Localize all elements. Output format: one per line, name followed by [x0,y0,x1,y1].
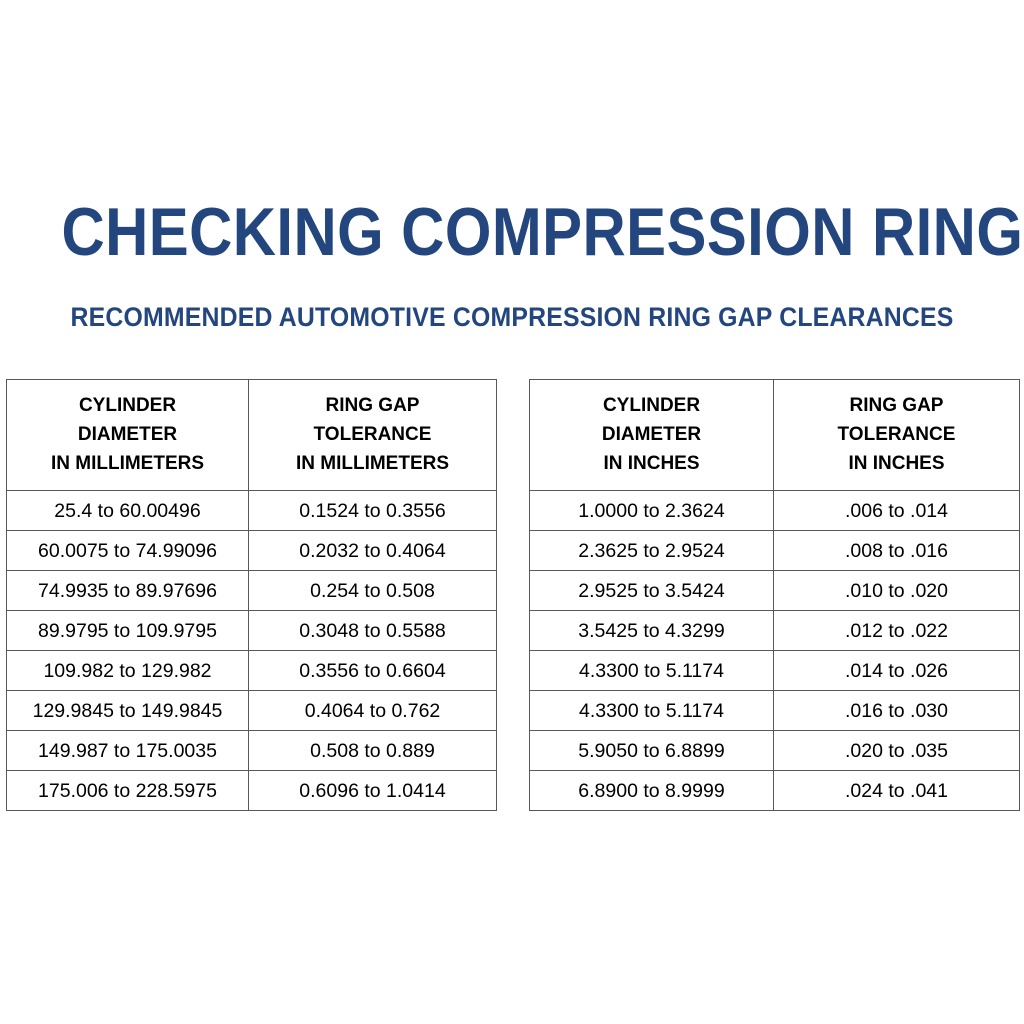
header-line-1: RING GAP [325,394,420,416]
page-title: CHECKING COMPRESSION RING GAPS [61,194,1024,270]
metric-table-head: CYLINDER DIAMETER IN MILLIMETERS RING GA… [6,379,497,491]
table-header-row: CYLINDER DIAMETER IN INCHES RING GAP TOL… [529,379,1020,491]
table-row: 74.9935 to 89.97696 0.254 to 0.508 [6,570,497,611]
cell-tolerance: 0.4064 to 0.762 [248,690,497,731]
cell-diameter: 3.5425 to 4.3299 [529,610,774,651]
header-line-2: DIAMETER [77,423,178,445]
table-row: 149.987 to 175.0035 0.508 to 0.889 [6,730,497,771]
metric-diameter-header: CYLINDER DIAMETER IN MILLIMETERS [6,379,249,491]
imperial-tolerance-header: RING GAP TOLERANCE IN INCHES [773,379,1020,491]
table-row: 2.9525 to 3.5424 .010 to .020 [529,570,1020,611]
cell-tolerance: .008 to .016 [773,530,1020,571]
cell-tolerance: 0.3556 to 0.6604 [248,650,497,691]
table-header-row: CYLINDER DIAMETER IN MILLIMETERS RING GA… [6,379,497,491]
cell-tolerance: 0.2032 to 0.4064 [248,530,497,571]
cell-tolerance: .014 to .026 [773,650,1020,691]
header-line-1: RING GAP [849,394,944,416]
header-line-3: IN MILLIMETERS [50,452,205,474]
page-subtitle: RECOMMENDED AUTOMOTIVE COMPRESSION RING … [70,302,954,332]
table-row: 5.9050 to 6.8899 .020 to .035 [529,730,1020,771]
cell-diameter: 4.3300 to 5.1174 [529,650,774,691]
metric-tolerance-header: RING GAP TOLERANCE IN MILLIMETERS [248,379,497,491]
cell-tolerance: 0.254 to 0.508 [248,570,497,611]
header-line-1: CYLINDER [78,394,177,416]
cell-diameter: 25.4 to 60.00496 [6,490,249,531]
cell-tolerance: .020 to .035 [773,730,1020,771]
imperial-table-head: CYLINDER DIAMETER IN INCHES RING GAP TOL… [529,379,1020,491]
cell-diameter: 6.8900 to 8.9999 [529,770,774,811]
table-row: 6.8900 to 8.9999 .024 to .041 [529,770,1020,811]
table-row: 89.9795 to 109.9795 0.3048 to 0.5588 [6,610,497,651]
cell-tolerance: 0.3048 to 0.5588 [248,610,497,651]
cell-tolerance: .012 to .022 [773,610,1020,651]
cell-diameter: 4.3300 to 5.1174 [529,690,774,731]
cell-diameter: 74.9935 to 89.97696 [6,570,249,611]
metric-table: CYLINDER DIAMETER IN MILLIMETERS RING GA… [6,379,497,811]
header-line-1: CYLINDER [602,394,701,416]
header-line-2: TOLERANCE [837,423,956,445]
imperial-table-body: 1.0000 to 2.3624 .006 to .014 2.3625 to … [529,490,1020,811]
table-row: 109.982 to 129.982 0.3556 to 0.6604 [6,650,497,691]
cell-diameter: 60.0075 to 74.99096 [6,530,249,571]
table-row: 4.3300 to 5.1174 .016 to .030 [529,690,1020,731]
cell-diameter: 109.982 to 129.982 [6,650,249,691]
table-row: 60.0075 to 74.99096 0.2032 to 0.4064 [6,530,497,571]
table-row: 4.3300 to 5.1174 .014 to .026 [529,650,1020,691]
cell-tolerance: .024 to .041 [773,770,1020,811]
imperial-table: CYLINDER DIAMETER IN INCHES RING GAP TOL… [529,379,1020,811]
cell-diameter: 149.987 to 175.0035 [6,730,249,771]
cell-tolerance: .010 to .020 [773,570,1020,611]
table-row: 175.006 to 228.5975 0.6096 to 1.0414 [6,770,497,811]
table-row: 25.4 to 60.00496 0.1524 to 0.3556 [6,490,497,531]
cell-tolerance: 0.508 to 0.889 [248,730,497,771]
cell-diameter: 89.9795 to 109.9795 [6,610,249,651]
table-row: 129.9845 to 149.9845 0.4064 to 0.762 [6,690,497,731]
cell-diameter: 5.9050 to 6.8899 [529,730,774,771]
cell-diameter: 129.9845 to 149.9845 [6,690,249,731]
header-line-2: DIAMETER [601,423,702,445]
cell-tolerance: 0.6096 to 1.0414 [248,770,497,811]
table-row: 2.3625 to 2.9524 .008 to .016 [529,530,1020,571]
header-line-2: TOLERANCE [313,423,432,445]
metric-table-body: 25.4 to 60.00496 0.1524 to 0.3556 60.007… [6,490,497,811]
cell-diameter: 2.3625 to 2.9524 [529,530,774,571]
cell-diameter: 175.006 to 228.5975 [6,770,249,811]
cell-tolerance: 0.1524 to 0.3556 [248,490,497,531]
header-line-3: IN MILLIMETERS [295,452,450,474]
cell-diameter: 1.0000 to 2.3624 [529,490,774,531]
cell-tolerance: .016 to .030 [773,690,1020,731]
cell-diameter: 2.9525 to 3.5424 [529,570,774,611]
table-row: 3.5425 to 4.3299 .012 to .022 [529,610,1020,651]
cell-tolerance: .006 to .014 [773,490,1020,531]
imperial-diameter-header: CYLINDER DIAMETER IN INCHES [529,379,774,491]
header-line-3: IN INCHES [603,452,700,474]
header-line-3: IN INCHES [848,452,945,474]
table-row: 1.0000 to 2.3624 .006 to .014 [529,490,1020,531]
